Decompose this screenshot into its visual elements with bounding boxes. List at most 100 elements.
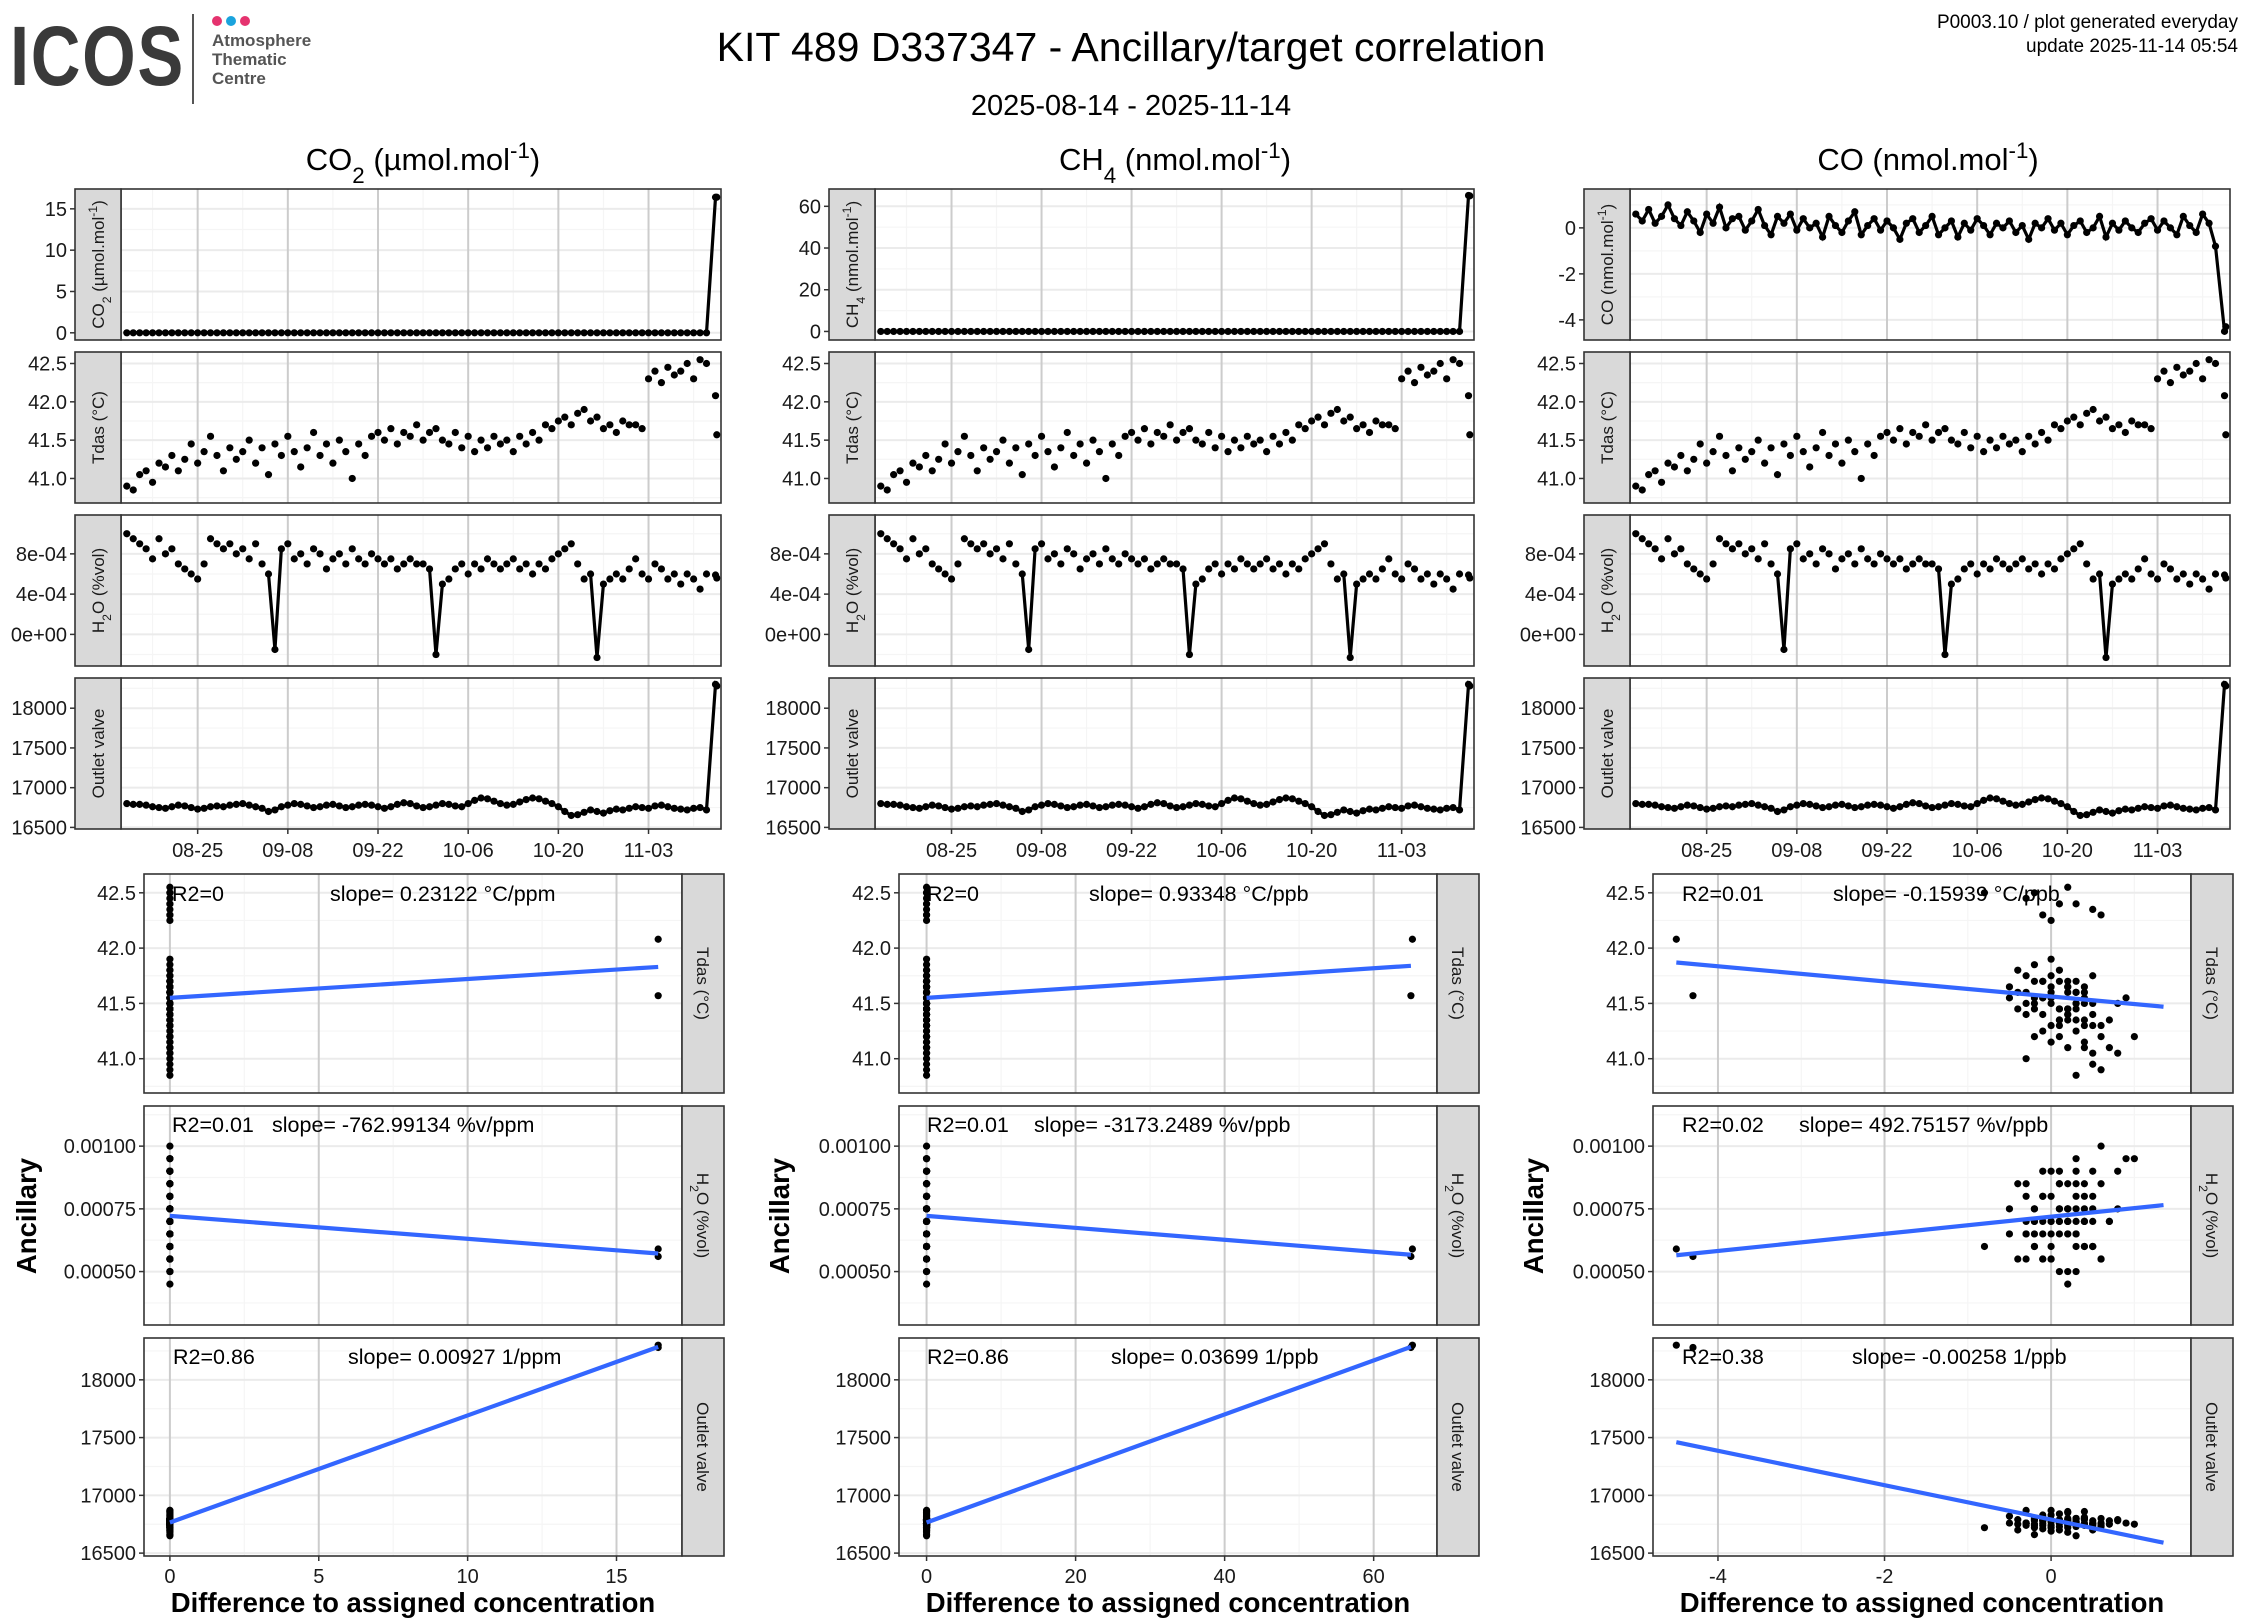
scatter-point — [2055, 1510, 2064, 1518]
data-point — [1076, 801, 1084, 809]
data-point — [1269, 432, 1277, 440]
facet-strip-label: Tdas (°C) — [693, 947, 712, 1020]
y-tick-label: 18000 — [835, 1370, 891, 1392]
data-point — [909, 803, 917, 812]
scatter-point — [166, 983, 174, 991]
data-point — [123, 482, 131, 490]
y-tick-label: 17500 — [835, 1428, 891, 1450]
data-point — [960, 535, 968, 543]
label-part: 2 — [687, 1185, 701, 1192]
update-time: update 2025-11-14 05:54 — [2026, 36, 2238, 57]
data-point — [2121, 428, 2129, 437]
label-part: O (%vol) — [693, 1192, 712, 1258]
scatter-point — [2097, 1021, 2105, 1030]
scatter-point — [2022, 1255, 2030, 1263]
y-tick-label: 20 — [799, 280, 821, 302]
scatter-point — [2097, 1180, 2105, 1188]
data-point — [2186, 367, 2194, 375]
data-point — [1172, 803, 1181, 812]
data-point — [458, 803, 466, 811]
y-tick-label: 16500 — [765, 817, 821, 839]
y-tick-label: 4e-04 — [16, 584, 67, 606]
data-point — [303, 444, 311, 452]
data-point — [258, 444, 266, 452]
scatter-point — [166, 894, 174, 902]
data-point — [1082, 800, 1091, 808]
scatter-point — [922, 1010, 931, 1019]
data-point — [1417, 363, 1425, 371]
data-point — [1754, 801, 1762, 809]
y-tick-label: 17500 — [765, 738, 821, 760]
data-point — [1108, 801, 1116, 809]
data-point — [342, 448, 350, 456]
facet-strip — [2190, 1337, 2234, 1557]
data-point — [1378, 421, 1386, 429]
data-point — [1166, 560, 1174, 568]
scatter-point — [922, 999, 931, 1008]
data-point — [1050, 327, 1059, 336]
data-point — [612, 428, 620, 437]
scatter-point — [2039, 1010, 2047, 1019]
data-point — [2147, 425, 2155, 433]
scatter-point — [922, 1066, 931, 1074]
data-point — [239, 448, 247, 456]
data-point — [606, 575, 614, 583]
data-point — [471, 329, 479, 337]
data-point — [1436, 806, 1444, 814]
facet-strip — [1436, 1105, 1480, 1326]
scatter-point — [922, 911, 931, 919]
facet-strip-label: Outlet valve — [843, 709, 862, 799]
data-point — [1754, 205, 1762, 214]
data-point — [348, 474, 356, 483]
data-point — [599, 425, 608, 433]
data-point — [2018, 448, 2026, 456]
scatter-point — [922, 1230, 931, 1238]
data-point — [1095, 803, 1104, 812]
data-point — [713, 193, 721, 201]
data-point — [2205, 585, 2213, 593]
data-point — [2222, 682, 2230, 690]
facet-strip — [828, 677, 876, 830]
y-tick-label: 0.00075 — [64, 1199, 136, 1221]
r2-annotation: R2=0.02 — [1682, 1113, 1764, 1137]
data-point — [1050, 550, 1059, 558]
series-line — [1181, 568, 1192, 655]
data-point — [1443, 804, 1451, 812]
data-point — [1799, 799, 1807, 808]
data-point — [1320, 811, 1329, 820]
data-point — [2199, 375, 2207, 383]
data-point — [1638, 486, 1646, 494]
data-point — [960, 432, 968, 440]
y-tick-label: 0.00075 — [1573, 1199, 1645, 1221]
data-point — [329, 329, 337, 337]
data-point — [252, 803, 260, 811]
data-point — [1121, 432, 1129, 440]
data-point — [2031, 440, 2039, 448]
scatter-point — [166, 1021, 174, 1030]
data-point — [1851, 560, 1859, 568]
data-point — [941, 803, 949, 812]
data-point — [1806, 800, 1814, 808]
data-point — [915, 804, 923, 812]
scatter-point — [922, 1021, 931, 1030]
logo-dot-icon — [226, 16, 236, 26]
data-point — [1851, 448, 1859, 456]
facet-strip — [1436, 1337, 1480, 1557]
data-point — [980, 801, 988, 809]
series-line — [588, 573, 599, 658]
data-point — [2192, 806, 2200, 814]
data-point — [2089, 808, 2097, 816]
data-point — [657, 379, 666, 387]
data-point — [309, 428, 318, 437]
data-point — [702, 806, 711, 814]
data-point — [651, 802, 659, 810]
label-part: 2 — [100, 296, 114, 303]
data-point — [213, 802, 221, 810]
data-point — [554, 329, 562, 337]
y-tick-label: 42.0 — [97, 938, 136, 960]
data-point — [1455, 327, 1464, 336]
data-point — [2095, 806, 2104, 814]
data-point — [187, 440, 195, 448]
data-point — [2147, 215, 2155, 223]
data-point — [1070, 327, 1078, 336]
